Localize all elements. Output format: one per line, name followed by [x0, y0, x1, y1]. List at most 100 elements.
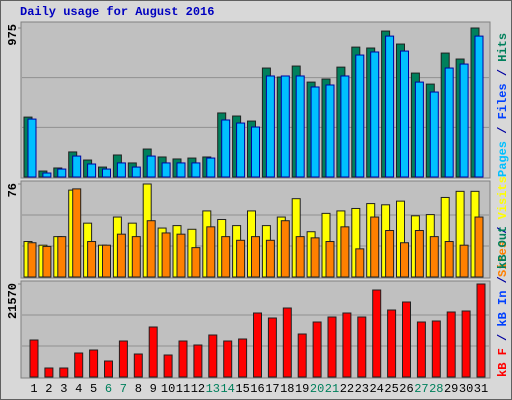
bar	[163, 354, 173, 378]
legend-entry: Visits	[496, 176, 510, 219]
bar	[372, 289, 382, 378]
legend-entry: /	[496, 327, 510, 349]
x-tick-label: 26	[399, 382, 413, 396]
bar	[74, 352, 84, 378]
bar	[87, 241, 97, 278]
bar	[310, 237, 320, 278]
bar	[429, 91, 439, 178]
bar	[459, 63, 469, 178]
bar	[44, 367, 54, 378]
x-tick-label: 31	[474, 382, 488, 396]
bar	[312, 321, 322, 378]
bar	[280, 220, 290, 278]
x-tick-label: 12	[191, 382, 205, 396]
x-tick-label: 6	[105, 382, 112, 396]
bar	[414, 230, 424, 278]
x-tick-label: 13	[206, 382, 220, 396]
bar	[193, 344, 203, 378]
bar	[267, 317, 277, 378]
bar	[295, 75, 305, 178]
x-tick-label: 1	[30, 382, 37, 396]
bar	[206, 157, 216, 178]
bar	[280, 75, 290, 178]
bar	[357, 316, 367, 378]
bar	[325, 241, 335, 278]
bar	[251, 236, 260, 278]
bar	[116, 233, 126, 278]
legend: Sites / Visits	[496, 176, 510, 277]
x-tick-label: 14	[220, 382, 234, 396]
bar	[385, 35, 395, 178]
bar	[59, 367, 69, 378]
bar	[102, 244, 111, 278]
y-tick-label: 975	[6, 24, 20, 46]
x-tick-label: 24	[369, 382, 383, 396]
bar	[414, 81, 424, 178]
bar	[104, 360, 113, 378]
legend-entry: Files	[496, 83, 510, 119]
bar	[370, 216, 380, 278]
bar	[431, 320, 441, 378]
bar	[446, 311, 456, 378]
x-tick-label: 23	[355, 382, 369, 396]
bar	[57, 168, 67, 178]
x-tick-label: 19	[295, 382, 309, 396]
bar	[178, 340, 188, 378]
bar	[223, 340, 233, 378]
bar	[191, 162, 201, 178]
legend-entry: kB In	[496, 291, 510, 327]
bar	[297, 333, 307, 378]
x-tick-label: 29	[444, 382, 458, 396]
x-tick-label: 20	[310, 382, 324, 396]
chart-title: Daily usage for August 2016	[20, 5, 214, 19]
bar	[27, 118, 37, 178]
bar	[387, 309, 397, 378]
x-tick-label: 8	[135, 382, 142, 396]
bar	[131, 166, 141, 178]
bar	[476, 283, 486, 378]
legend-entry: /	[496, 119, 510, 141]
bar	[116, 162, 126, 178]
bar	[385, 230, 395, 278]
legend-entry: /	[496, 62, 510, 84]
x-tick-label: 18	[280, 382, 294, 396]
legend-entry: kB F	[496, 348, 510, 377]
bar	[27, 242, 37, 278]
legend-entry: Pages	[496, 141, 510, 177]
x-tick-label: 28	[429, 382, 443, 396]
bar	[208, 334, 218, 378]
bar	[461, 310, 471, 378]
legend-entry: Sites	[496, 241, 510, 277]
bar	[146, 220, 156, 278]
y-tick-label: 21570	[6, 283, 20, 319]
bar	[57, 236, 67, 278]
bar	[310, 86, 320, 178]
x-tick-label: 25	[384, 382, 398, 396]
bar	[474, 35, 484, 178]
x-tick-label: 3	[60, 382, 67, 396]
bar	[72, 188, 82, 278]
bar	[42, 172, 52, 178]
x-tick-label: 22	[340, 382, 354, 396]
x-tick-label: 21	[325, 382, 339, 396]
bar	[236, 122, 246, 178]
bar	[400, 50, 409, 178]
x-tick-label: 11	[176, 382, 190, 396]
bar	[282, 307, 292, 378]
bar	[131, 236, 141, 278]
y-tick-label: 76	[6, 183, 20, 197]
bar	[416, 321, 426, 378]
bar	[340, 75, 350, 178]
bar	[42, 245, 52, 278]
bar	[236, 239, 246, 278]
bar	[176, 233, 186, 278]
bar	[342, 312, 352, 378]
x-tick-label: 27	[414, 382, 428, 396]
bar	[444, 241, 454, 278]
x-tick-label: 7	[120, 382, 127, 396]
bar	[118, 340, 128, 378]
x-tick-label: 5	[90, 382, 97, 396]
bar	[89, 349, 99, 378]
bar	[221, 119, 231, 178]
